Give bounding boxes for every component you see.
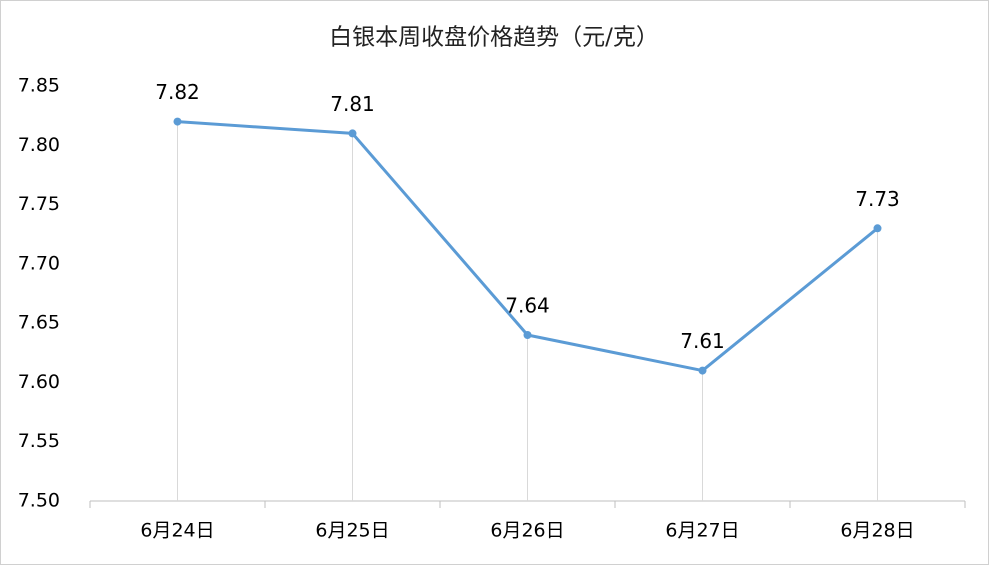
x-tick-label: 6月28日	[840, 520, 914, 542]
point	[873, 224, 882, 233]
y-tick-label: 7.75	[18, 193, 60, 215]
y-tick-label: 7.65	[18, 312, 60, 334]
point	[173, 117, 182, 126]
y-tick-label: 7.70	[18, 252, 60, 274]
data-label: 7.73	[855, 187, 900, 211]
point	[698, 366, 707, 375]
data-label: 7.64	[505, 294, 550, 318]
x-tick-label: 6月24日	[140, 520, 214, 542]
y-tick-label: 7.55	[18, 430, 60, 452]
x-tick-label: 6月25日	[315, 520, 389, 542]
data-label: 7.82	[155, 80, 200, 104]
y-tick-label: 7.60	[18, 371, 60, 393]
y-tick-label: 7.85	[18, 75, 60, 97]
y-tick-label: 7.50	[18, 490, 60, 512]
point	[523, 331, 532, 339]
x-tick-label: 6月26日	[490, 520, 564, 542]
data-label: 7.81	[330, 92, 375, 116]
y-tick-label: 7.80	[18, 134, 60, 156]
data-label: 7.61	[680, 329, 725, 353]
point	[348, 129, 357, 138]
x-tick-label: 6月27日	[665, 520, 739, 542]
chart-title: 白银本周收盘价格趋势（元/克）	[329, 25, 659, 51]
